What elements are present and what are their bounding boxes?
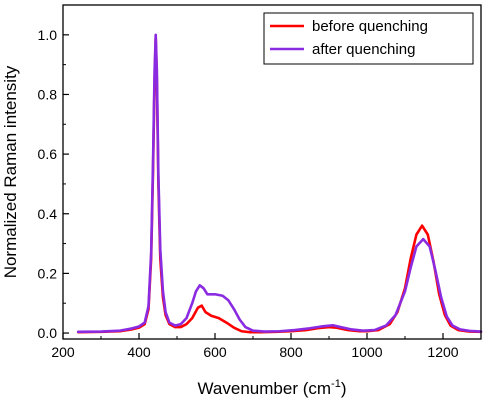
- plot-frame: [62, 4, 482, 340]
- x-tick-label: 600: [203, 344, 227, 360]
- legend-box: [263, 12, 474, 65]
- x-tick-label: 1200: [427, 344, 458, 360]
- axis-ticks: 200 400 600 800 1000 1200 0.0 0.2 0.4 0.6 0.8 1.0: [38, 27, 459, 360]
- axes-box: [62, 4, 482, 340]
- x-tick-label: 1000: [351, 344, 382, 360]
- series-line-before-quenching: [76, 36, 483, 334]
- y-tick-label: 0.2: [38, 265, 58, 281]
- legend-label-after-quenching: after quenching: [312, 41, 415, 58]
- y-tick-label: 1.0: [38, 27, 58, 43]
- y-tick-label: 0.0: [38, 325, 58, 341]
- x-axis-title-close: ): [341, 379, 347, 398]
- x-axis-title-superscript: -1: [331, 378, 341, 390]
- x-axis-title-text: Wavenumber (cm: [198, 379, 332, 398]
- x-tick-label: 200: [51, 344, 75, 360]
- legend-label-before-quenching: before quenching: [312, 18, 428, 35]
- y-tick-label: 0.4: [38, 206, 58, 222]
- x-axis-title: Wavenumber (cm-1): [198, 378, 347, 398]
- x-tick-label: 400: [127, 344, 151, 360]
- y-tick-label: 0.6: [38, 146, 58, 162]
- plot-area: [76, 33, 483, 334]
- x-tick-label: 800: [279, 344, 303, 360]
- series-line-after-quenching: [76, 33, 483, 334]
- y-axis-title: Normalized Raman intensity: [1, 65, 20, 278]
- y-tick-label: 0.8: [38, 86, 58, 102]
- legend: before quenching after quenching: [263, 12, 474, 65]
